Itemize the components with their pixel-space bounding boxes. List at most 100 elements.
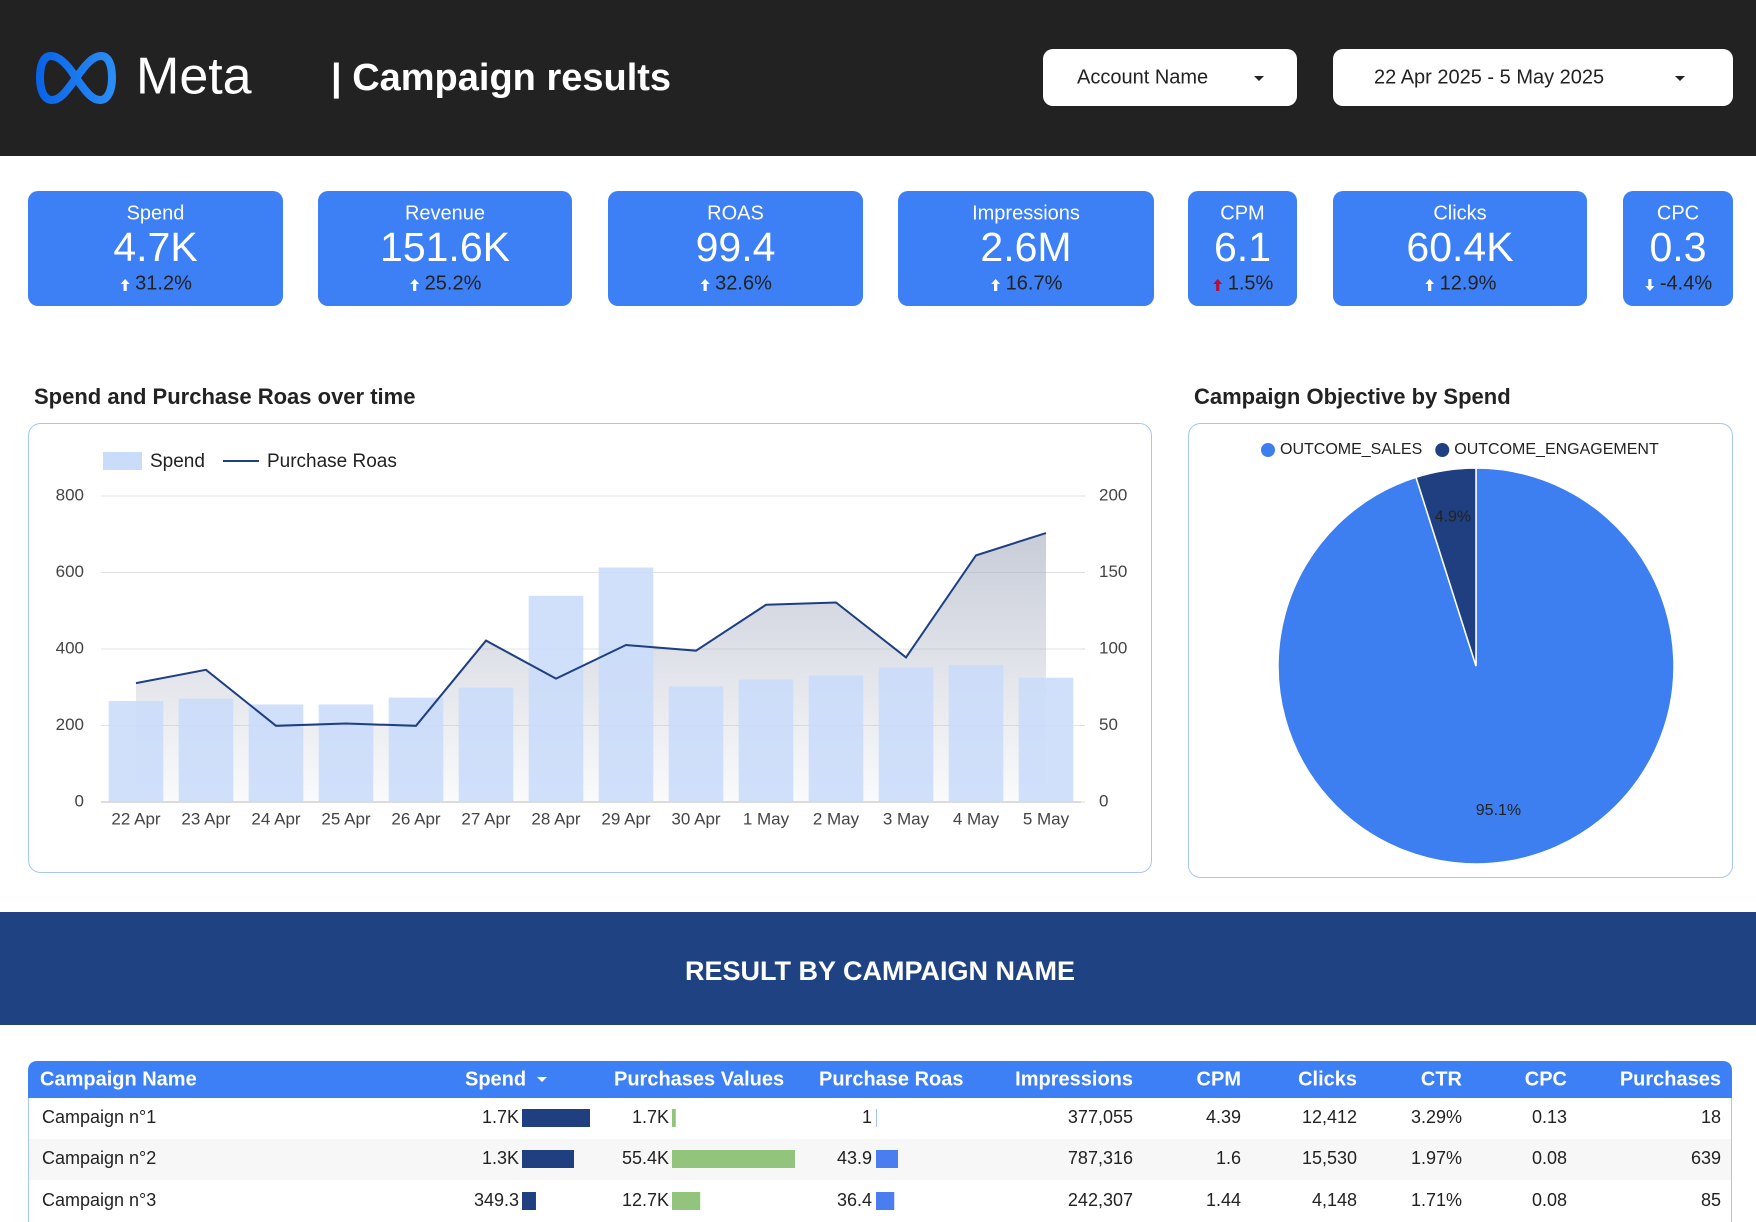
logo-text: Meta xyxy=(136,48,252,106)
column-header: Campaign Name xyxy=(40,1068,197,1090)
cell-value: 15,530 xyxy=(1302,1148,1357,1168)
table-header xyxy=(28,1061,1732,1098)
y-tick-label: 400 xyxy=(56,638,84,657)
legend-label: Spend xyxy=(150,451,205,472)
x-tick-label: 25 Apr xyxy=(321,809,370,828)
cell-bar xyxy=(672,1192,701,1210)
x-tick-label: 27 Apr xyxy=(461,809,510,828)
kpi-label: CPM xyxy=(1220,202,1264,224)
bar xyxy=(318,704,374,802)
chart-title: Campaign Objective by Spend xyxy=(1194,384,1511,409)
kpi-value: 6.1 xyxy=(1214,224,1271,270)
x-tick-label: 29 Apr xyxy=(601,809,650,828)
cell-value: 1.3K xyxy=(482,1148,519,1168)
kpi-card xyxy=(318,191,572,306)
chart-title: Spend and Purchase Roas over time xyxy=(34,384,415,409)
cell-bar xyxy=(876,1109,877,1127)
column-header: Clicks xyxy=(1298,1068,1357,1090)
cell-value: 36.4 xyxy=(837,1190,872,1210)
row-label: Campaign n°1 xyxy=(42,1107,156,1127)
bar xyxy=(248,704,304,802)
cell-value: 55.4K xyxy=(622,1148,669,1168)
cell-bar xyxy=(522,1109,590,1127)
cell-value: 1.7K xyxy=(632,1107,669,1127)
column-header: Purchases xyxy=(1620,1068,1721,1090)
cell-value: 0.08 xyxy=(1532,1148,1567,1168)
y2-tick-label: 100 xyxy=(1099,638,1127,657)
legend-label: OUTCOME_ENGAGEMENT xyxy=(1454,441,1659,458)
legend-swatch xyxy=(103,452,142,470)
cell-value: 1.6 xyxy=(1216,1148,1241,1168)
page-title: | Campaign results xyxy=(331,57,671,99)
column-header: Spend xyxy=(465,1068,526,1090)
x-tick-label: 3 May xyxy=(883,809,930,828)
x-tick-label: 26 Apr xyxy=(391,809,440,828)
date-dropdown-label[interactable]: 22 Apr 2025 - 5 May 2025 xyxy=(1374,66,1604,88)
sort-arrow[interactable] xyxy=(537,1077,547,1082)
bar xyxy=(598,567,654,802)
column-header: CPC xyxy=(1525,1068,1567,1090)
bar xyxy=(1018,677,1074,802)
cell-value: 1.71% xyxy=(1411,1190,1462,1210)
kpi-delta: 31.2% xyxy=(135,272,192,294)
cell-value: 43.9 xyxy=(837,1148,872,1168)
legend-label: Purchase Roas xyxy=(267,451,397,472)
trend-arrow xyxy=(410,279,420,291)
cell-bar xyxy=(522,1192,536,1210)
legend-dot xyxy=(1435,443,1450,457)
trend-arrow xyxy=(700,279,710,291)
cell-value: 639 xyxy=(1691,1148,1721,1168)
y2-tick-label: 150 xyxy=(1099,562,1127,581)
column-header: Purchases Values xyxy=(614,1068,784,1090)
kpi-value: 60.4K xyxy=(1406,224,1513,270)
cell-value: 1.44 xyxy=(1206,1190,1241,1210)
kpi-value: 0.3 xyxy=(1650,224,1707,270)
y2-tick-label: 200 xyxy=(1099,485,1127,504)
kpi-card xyxy=(28,191,283,306)
trend-arrow xyxy=(1213,279,1223,291)
bar xyxy=(808,675,864,802)
cell-value: 0.13 xyxy=(1532,1107,1567,1127)
y-tick-label: 0 xyxy=(75,791,84,810)
kpi-label: ROAS xyxy=(707,202,764,224)
kpi-card xyxy=(1623,191,1733,306)
account-dropdown[interactable] xyxy=(1043,49,1297,106)
kpi-value: 99.4 xyxy=(696,224,776,270)
x-tick-label: 4 May xyxy=(953,809,1000,828)
cell-value: 1 xyxy=(862,1107,872,1127)
trend-arrow xyxy=(120,279,130,291)
bar xyxy=(668,686,724,802)
pie-label: 4.9% xyxy=(1435,509,1471,526)
row-label: Campaign n°3 xyxy=(42,1190,156,1210)
kpi-card xyxy=(1333,191,1587,306)
cell-value: 3.29% xyxy=(1411,1107,1462,1127)
bar xyxy=(878,667,934,802)
bar xyxy=(528,595,584,802)
cell-value: 18 xyxy=(1701,1107,1721,1127)
kpi-card xyxy=(898,191,1154,306)
column-header: CTR xyxy=(1421,1068,1463,1090)
account-dropdown-label[interactable]: Account Name xyxy=(1077,66,1208,88)
kpi-value: 151.6K xyxy=(380,224,510,270)
x-tick-label: 30 Apr xyxy=(671,809,720,828)
dropdown-caret[interactable] xyxy=(1675,76,1685,81)
kpi-value: 4.7K xyxy=(113,224,197,270)
trend-arrow xyxy=(991,279,1001,291)
kpi-delta: 25.2% xyxy=(425,272,482,294)
cell-value: 787,316 xyxy=(1068,1148,1133,1168)
bar xyxy=(948,665,1004,802)
kpi-card xyxy=(608,191,863,306)
kpi-value: 2.6M xyxy=(980,224,1071,270)
cell-bar xyxy=(522,1150,574,1168)
kpi-delta: -4.4% xyxy=(1660,272,1712,294)
cell-bar xyxy=(672,1150,795,1168)
meta-logo-icon xyxy=(35,51,117,105)
date-dropdown[interactable] xyxy=(1333,49,1733,106)
row-label: Campaign n°2 xyxy=(42,1148,156,1168)
section-band xyxy=(0,912,1756,1025)
trend-arrow xyxy=(1425,279,1435,291)
y2-tick-label: 50 xyxy=(1099,715,1118,734)
dropdown-caret[interactable] xyxy=(1254,76,1264,81)
